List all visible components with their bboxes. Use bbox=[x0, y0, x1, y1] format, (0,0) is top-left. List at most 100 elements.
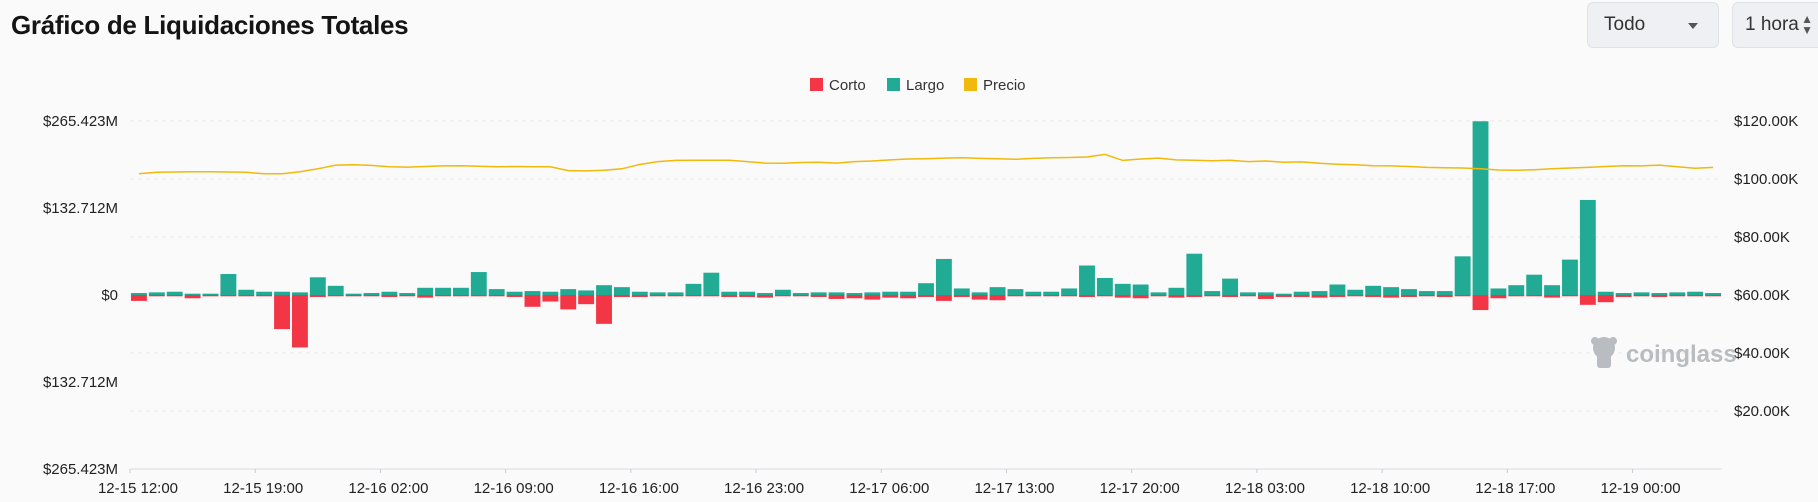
short-bar bbox=[1240, 295, 1256, 297]
short-bar bbox=[1114, 295, 1131, 298]
x-axis: 12-15 12:00 12-15 19:00 12-16 02:00 12-16 0… bbox=[98, 469, 1681, 497]
short-bar bbox=[1293, 295, 1310, 297]
long-bar bbox=[1132, 284, 1149, 295]
y-right-tick-label: $80.00K bbox=[1734, 229, 1790, 246]
short-bar bbox=[989, 295, 1006, 301]
short-bar bbox=[757, 295, 773, 298]
long-bar bbox=[184, 293, 201, 295]
short-bar bbox=[1562, 295, 1578, 297]
legend: Corto Largo Precio bbox=[810, 77, 1026, 94]
long-bar bbox=[828, 292, 845, 295]
y-right-tick-label: $120.00K bbox=[1734, 113, 1798, 130]
short-bar bbox=[1257, 295, 1274, 299]
short-bar bbox=[1669, 295, 1686, 297]
short-bar bbox=[1687, 295, 1704, 297]
watermark-text: coinglass bbox=[1626, 341, 1737, 368]
long-bar bbox=[1490, 288, 1507, 295]
short-bar bbox=[1132, 295, 1149, 299]
short-bar bbox=[560, 295, 577, 310]
long-bar bbox=[1240, 292, 1256, 295]
long-bar bbox=[1311, 291, 1328, 295]
short-bar bbox=[256, 295, 273, 297]
long-bar bbox=[399, 293, 416, 295]
short-bar bbox=[1079, 295, 1095, 297]
legend-item-largo[interactable]: Largo bbox=[887, 77, 944, 94]
short-bar bbox=[1025, 295, 1042, 297]
short-bar bbox=[882, 295, 899, 298]
long-bar bbox=[1043, 291, 1060, 295]
legend-label-corto: Corto bbox=[829, 77, 866, 94]
legend-swatch-precio bbox=[964, 78, 977, 91]
short-bar bbox=[1168, 295, 1185, 298]
long-bar bbox=[1526, 274, 1543, 295]
short-bar bbox=[1186, 295, 1203, 297]
chevron-down-icon bbox=[1688, 23, 1698, 29]
long-bar bbox=[220, 274, 237, 295]
range-select[interactable]: Todo bbox=[1587, 2, 1719, 48]
short-bar bbox=[1383, 295, 1400, 298]
short-bar bbox=[1544, 295, 1561, 298]
short-bar bbox=[381, 295, 398, 297]
long-bar bbox=[309, 277, 326, 295]
y-right-tick-label: $60.00K bbox=[1734, 287, 1790, 304]
short-bar bbox=[1472, 295, 1489, 311]
y-right-tick-label: $40.00K bbox=[1734, 345, 1790, 362]
legend-item-corto[interactable]: Corto bbox=[810, 77, 866, 94]
long-bar bbox=[363, 293, 380, 295]
long-bar bbox=[596, 285, 612, 295]
long-bar bbox=[1222, 278, 1239, 295]
up-down-arrows-icon: ▲ ▼ bbox=[1801, 12, 1813, 37]
long-bar bbox=[1150, 292, 1167, 295]
long-bar bbox=[864, 292, 881, 295]
long-bar bbox=[1096, 277, 1113, 295]
long-bar bbox=[1186, 253, 1203, 295]
long-bar bbox=[1454, 256, 1471, 295]
interval-select-value: 1 hora bbox=[1745, 14, 1799, 35]
long-bar bbox=[381, 291, 398, 295]
x-tick-label: 12-18 10:00 bbox=[1350, 480, 1430, 497]
long-bar bbox=[1061, 288, 1078, 295]
short-bar bbox=[739, 295, 756, 297]
short-bar bbox=[1526, 295, 1543, 297]
interval-select[interactable]: 1 hora ▲ ▼ bbox=[1732, 2, 1818, 48]
long-bar bbox=[470, 272, 487, 295]
short-bar bbox=[792, 295, 809, 297]
long-bar bbox=[1633, 292, 1650, 295]
long-bar bbox=[649, 292, 666, 295]
x-tick-label: 12-18 03:00 bbox=[1225, 480, 1305, 497]
legend-item-precio[interactable]: Precio bbox=[964, 77, 1026, 94]
short-bar bbox=[1204, 295, 1221, 297]
y-left-tick-label: $132.712M bbox=[43, 374, 118, 391]
long-bar bbox=[274, 291, 290, 295]
range-select-value: Todo bbox=[1604, 14, 1646, 35]
legend-swatch-largo bbox=[887, 78, 900, 91]
short-bar bbox=[542, 295, 559, 302]
short-bar bbox=[596, 295, 612, 324]
short-bar bbox=[1651, 295, 1668, 297]
long-bar bbox=[810, 292, 827, 295]
long-bar bbox=[1079, 265, 1095, 295]
short-bar bbox=[578, 295, 595, 305]
short-bar bbox=[774, 295, 791, 297]
long-bar bbox=[1329, 284, 1346, 295]
short-bar bbox=[399, 295, 416, 297]
x-tick-label: 12-15 19:00 bbox=[223, 480, 303, 497]
x-tick-label: 12-16 23:00 bbox=[724, 480, 804, 497]
long-bar bbox=[1365, 285, 1382, 295]
short-bar bbox=[1311, 295, 1328, 298]
short-bar bbox=[506, 295, 523, 297]
short-bar bbox=[238, 295, 255, 297]
short-bar bbox=[918, 295, 934, 297]
short-bar bbox=[184, 295, 201, 299]
price-series bbox=[138, 153, 1714, 175]
long-bar bbox=[417, 287, 434, 295]
long-bar bbox=[578, 290, 595, 295]
long-bar bbox=[631, 291, 648, 295]
long-bar bbox=[327, 285, 344, 295]
short-bar bbox=[1454, 295, 1471, 297]
short-bar bbox=[1222, 295, 1239, 297]
x-tick-label: 12-17 06:00 bbox=[849, 480, 929, 497]
short-bar bbox=[363, 295, 380, 297]
x-tick-label: 12-17 13:00 bbox=[974, 480, 1054, 497]
long-bar bbox=[1669, 292, 1686, 295]
